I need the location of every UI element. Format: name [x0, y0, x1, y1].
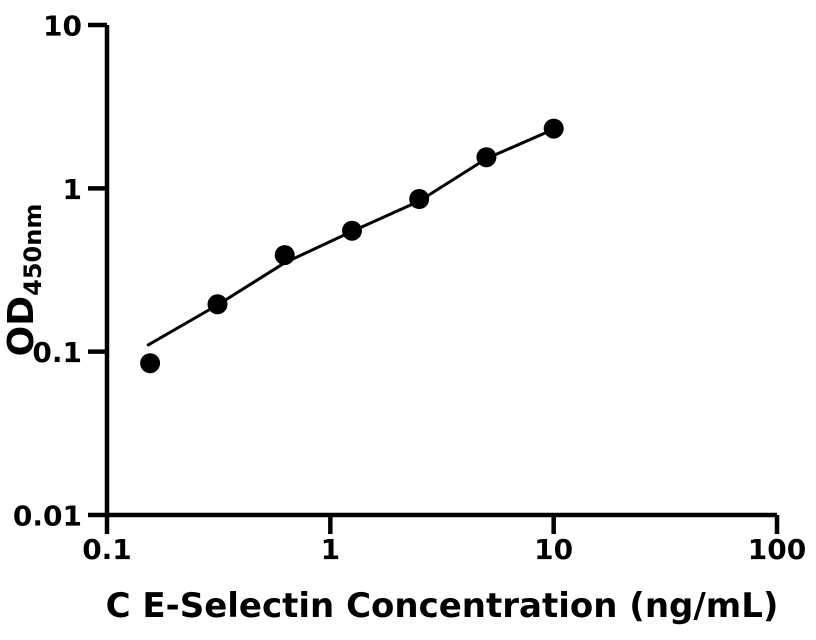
x-tick-label: 0.1	[82, 533, 132, 566]
y-tick-label: 10	[43, 10, 82, 43]
x-axis-title: C E-Selectin Concentration (ng/mL)	[106, 586, 779, 626]
x-tick-label: 10	[534, 533, 573, 566]
data-series-layer	[140, 118, 564, 374]
data-point	[476, 147, 497, 168]
axis-spine	[104, 25, 777, 518]
data-point	[274, 245, 295, 266]
y-axis-title-subscript: 450nm	[19, 204, 47, 296]
data-point	[342, 220, 362, 241]
data-point	[140, 353, 161, 374]
y-tick-label: 0.01	[13, 500, 82, 533]
x-tick-label: 1	[321, 533, 340, 566]
data-point	[207, 294, 228, 315]
data-point	[409, 189, 430, 209]
x-tick-label: 100	[748, 533, 806, 566]
y-tick-label: 0.1	[32, 336, 82, 369]
y-axis-title-main: OD	[1, 296, 42, 357]
y-axis-title: OD450nm	[1, 204, 47, 357]
y-tick-label: 1	[63, 173, 82, 206]
data-point	[543, 118, 564, 139]
